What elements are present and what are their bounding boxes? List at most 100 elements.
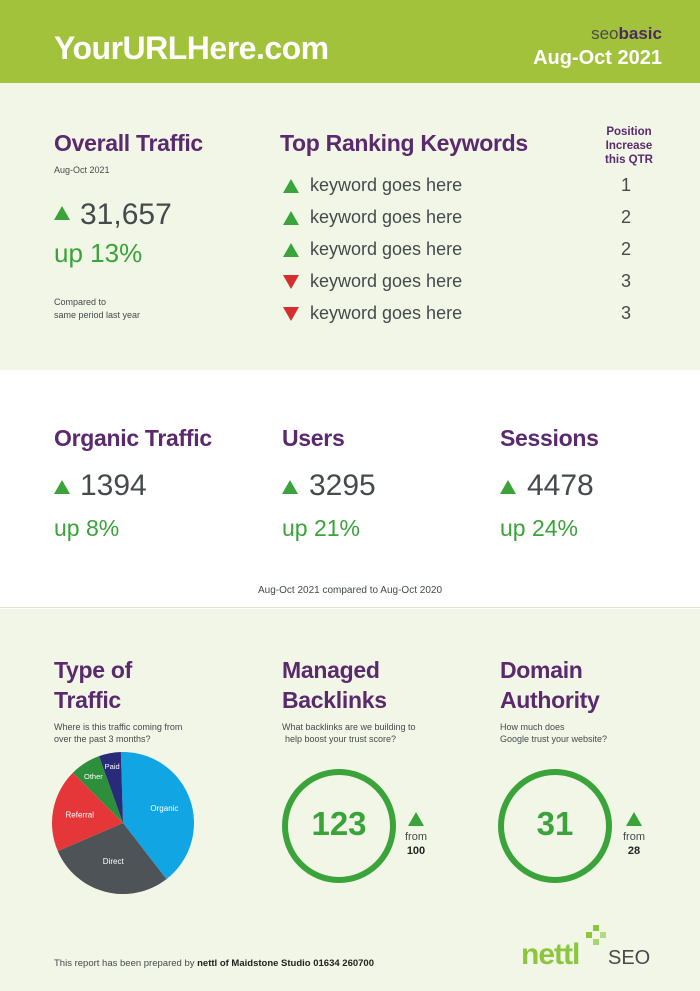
backlinks-from-label: from xyxy=(405,831,427,843)
overall-traffic-note-1: Compared to xyxy=(54,297,107,307)
arrow-up-icon xyxy=(54,480,70,499)
pie-slice-paid xyxy=(99,752,123,823)
arrow-up-icon xyxy=(282,480,298,499)
domain-authority-from-label: from xyxy=(623,831,645,843)
keyword-row: keyword goes here 2 xyxy=(283,207,643,231)
keyword-position: 1 xyxy=(621,175,632,195)
overall-traffic-title: Overall Traffic xyxy=(54,130,203,156)
type-of-traffic-title: Type of Traffic xyxy=(54,655,132,715)
brand-bold: basic xyxy=(618,24,662,43)
overall-traffic-note-2: same period last year xyxy=(54,310,141,320)
backlinks-title-1: Managed xyxy=(282,657,380,683)
arrow-up-icon xyxy=(500,480,516,499)
arrow-down-icon xyxy=(283,275,299,294)
arrow-up-icon xyxy=(626,812,642,831)
position-header-line1: Position xyxy=(606,126,652,138)
domain-authority-ring xyxy=(498,769,612,883)
overall-traffic-change: up 13% xyxy=(54,238,143,268)
backlinks-title-2: Backlinks xyxy=(282,687,387,713)
pie-label-organic: Organic xyxy=(150,804,178,813)
domain-authority-title: Domain Authority xyxy=(500,655,600,715)
type-of-traffic-desc-2: over the past 3 months? xyxy=(54,734,151,744)
pie-slice-other xyxy=(72,756,123,823)
arrow-up-icon xyxy=(283,243,299,262)
overall-traffic-value: 31,657 xyxy=(80,198,172,231)
pie-slice-organic xyxy=(120,752,194,880)
users-value: 3295 xyxy=(309,469,376,502)
pie-label-direct: Direct xyxy=(103,857,125,866)
keyword-row: keyword goes here 3 xyxy=(283,303,643,327)
backlinks-desc-1: What backlinks are we building to xyxy=(282,722,416,732)
pie-slice-direct xyxy=(57,823,167,894)
metrics-section xyxy=(0,370,700,608)
pie-label-other: Other xyxy=(84,772,103,781)
type-of-traffic-desc-1: Where is this traffic coming from xyxy=(54,722,183,732)
organic-traffic-title: Organic Traffic xyxy=(54,425,212,451)
position-header-line2: Increase xyxy=(605,140,653,152)
pie-slice-referral xyxy=(52,772,123,852)
arrow-up-icon xyxy=(283,179,299,198)
pie-label-paid: Paid xyxy=(105,762,120,771)
users-change: up 21% xyxy=(282,515,361,541)
domain-authority-title-2: Authority xyxy=(500,687,600,713)
footer-prefix: This report has been prepared by xyxy=(54,958,195,969)
domain-authority-from-value: 28 xyxy=(627,845,641,857)
backlinks-from-value: 100 xyxy=(406,845,426,857)
keyword-position: 2 xyxy=(621,207,632,227)
organic-traffic-change: up 8% xyxy=(54,515,120,541)
domain-authority-value: 31 xyxy=(536,805,574,842)
sessions-value: 4478 xyxy=(527,469,594,502)
brand-prefix: seo xyxy=(591,24,619,43)
footer-note: This report has been prepared by nettl o… xyxy=(54,958,374,969)
domain-authority-from: from 28 xyxy=(618,830,650,858)
sessions-title: Sessions xyxy=(500,425,599,451)
logo-pixel xyxy=(593,939,599,945)
backlinks-from: from 100 xyxy=(400,830,432,858)
position-header-line3: this QTR xyxy=(605,154,653,166)
pie-label-referral: Referral xyxy=(66,811,95,820)
keyword-text: keyword goes here xyxy=(310,271,463,291)
brand-logo: seobasic xyxy=(591,24,662,44)
type-of-traffic-title-2: Traffic xyxy=(54,687,121,713)
keyword-text: keyword goes here xyxy=(310,303,463,323)
sessions-change: up 24% xyxy=(500,515,579,541)
backlinks-desc-2: help boost your trust score? xyxy=(285,734,397,744)
keyword-position: 3 xyxy=(621,303,632,323)
backlinks-value: 123 xyxy=(311,805,367,842)
keyword-text: keyword goes here xyxy=(310,207,463,227)
logo-pixel xyxy=(593,925,599,931)
keyword-position: 2 xyxy=(621,239,632,259)
logo-pixel xyxy=(600,932,606,938)
arrow-up-icon xyxy=(54,206,70,225)
backlinks-title: Managed Backlinks xyxy=(282,655,387,715)
type-of-traffic-title-1: Type of xyxy=(54,657,132,683)
overview-section xyxy=(0,83,700,370)
backlinks-ring xyxy=(282,769,396,883)
keyword-row: keyword goes here 3 xyxy=(283,271,643,295)
arrow-up-icon xyxy=(408,812,424,831)
comparison-note: Aug-Oct 2021 compared to Aug-Oct 2020 xyxy=(258,585,442,596)
arrow-down-icon xyxy=(283,307,299,326)
arrow-up-icon xyxy=(283,211,299,230)
keyword-row: keyword goes here 2 xyxy=(283,239,643,263)
footer-agency: nettl of Maidstone Studio 01634 260700 xyxy=(197,958,374,969)
keyword-text: keyword goes here xyxy=(310,175,463,195)
report-period: Aug-Oct 2021 xyxy=(533,47,662,69)
organic-traffic-value: 1394 xyxy=(80,469,147,502)
keyword-row: keyword goes here 1 xyxy=(283,175,643,199)
site-title: YourURLHere.com xyxy=(54,30,329,66)
keyword-position: 3 xyxy=(621,271,632,291)
overall-traffic-date: Aug-Oct 2021 xyxy=(54,165,110,175)
logo-pixel xyxy=(586,932,592,938)
keywords-title: Top Ranking Keywords xyxy=(280,130,528,156)
domain-authority-desc-2: Google trust your website? xyxy=(500,734,608,744)
nettl-logo-suffix: SEO xyxy=(608,947,651,969)
users-title: Users xyxy=(282,425,345,451)
domain-authority-title-1: Domain xyxy=(500,657,583,683)
header-bar: YourURLHere.com seobasic Aug-Oct 2021 xyxy=(0,0,700,83)
keyword-text: keyword goes here xyxy=(310,239,463,259)
nettl-logo-text: nettl xyxy=(521,938,580,971)
position-header: Position Increase this QTR xyxy=(598,125,660,167)
domain-authority-desc-1: How much does xyxy=(500,722,565,732)
